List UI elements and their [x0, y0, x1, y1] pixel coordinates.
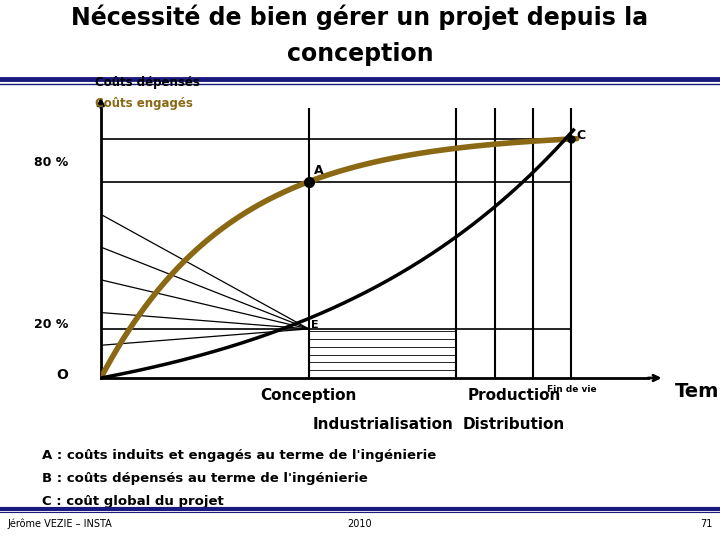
Text: 80 %: 80 %	[34, 156, 68, 168]
Text: conception: conception	[287, 42, 433, 65]
Text: C: C	[577, 129, 586, 142]
Text: O: O	[56, 368, 68, 382]
Text: 71: 71	[701, 519, 713, 529]
Text: Production: Production	[467, 388, 561, 403]
Text: Conception: Conception	[261, 388, 357, 403]
Text: Jérôme VEZIE – INSTA: Jérôme VEZIE – INSTA	[7, 519, 112, 529]
Text: Temps: Temps	[675, 382, 720, 401]
Text: A : coûts induits et engagés au terme de l'ingénierie: A : coûts induits et engagés au terme de…	[42, 449, 436, 462]
Text: Industrialisation: Industrialisation	[312, 417, 453, 432]
Text: A: A	[314, 164, 324, 177]
Text: Distribution: Distribution	[463, 417, 565, 432]
Text: 20 %: 20 %	[34, 318, 68, 330]
Text: B : coûts dépensés au terme de l'ingénierie: B : coûts dépensés au terme de l'ingénie…	[42, 472, 368, 485]
Text: 2010: 2010	[348, 519, 372, 529]
Text: Fin de vie: Fin de vie	[546, 384, 596, 394]
Text: Nécessité de bien gérer un projet depuis la: Nécessité de bien gérer un projet depuis…	[71, 4, 649, 30]
Text: Coûts dépensés: Coûts dépensés	[95, 76, 200, 89]
Text: Coûts engagés: Coûts engagés	[95, 97, 193, 110]
Text: C : coût global du projet: C : coût global du projet	[42, 495, 224, 508]
Text: E: E	[312, 320, 319, 330]
